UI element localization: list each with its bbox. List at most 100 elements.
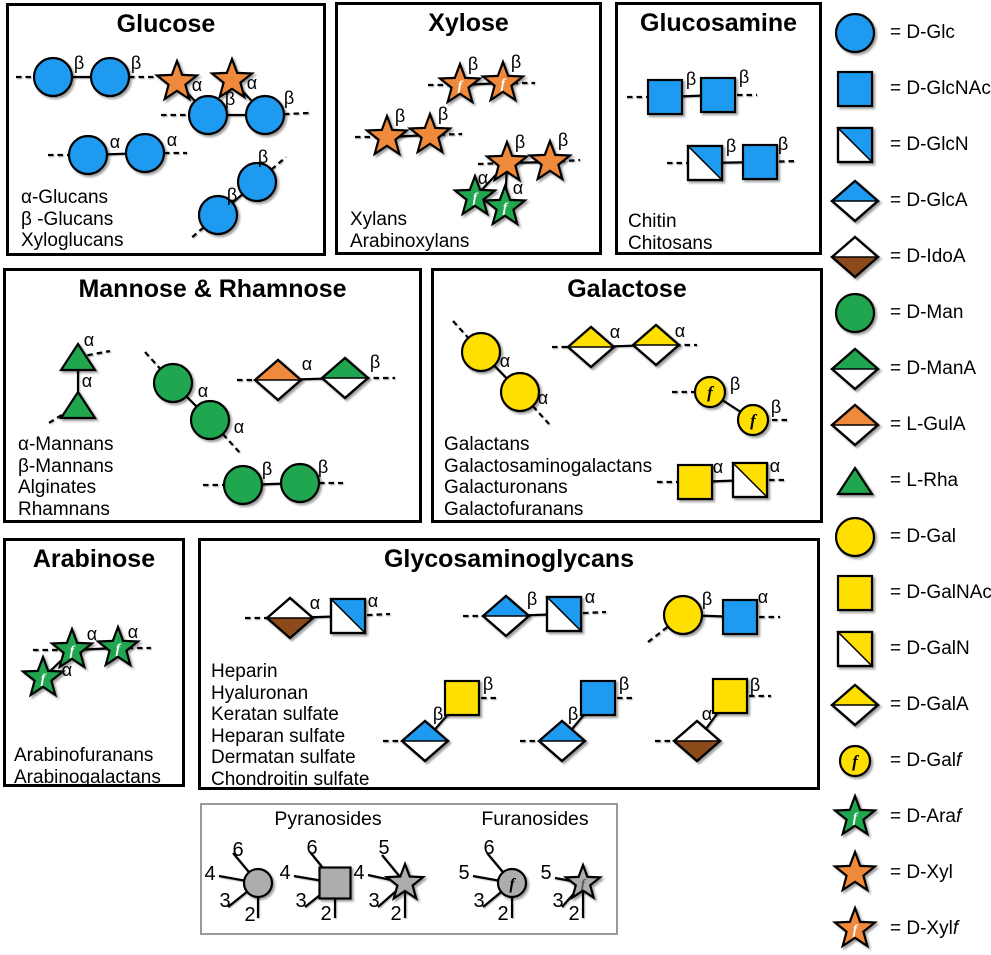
linkage-label: β	[515, 132, 525, 152]
ring-position-number: 5	[458, 862, 469, 884]
linkage-label: β	[750, 675, 760, 695]
panel-ring-key: f f 6 4 3 2 6 4 3 2 5 4 3 2 6 5 3 2 5 3 2 Pyranosides Furanosi…	[200, 803, 618, 935]
ring-position-number: 3	[295, 890, 306, 912]
polysaccharide-name: Xyloglucans	[21, 230, 124, 251]
legend-label-text: = D-GalA	[890, 694, 969, 715]
ring-position-number: 3	[368, 890, 379, 912]
legend-label: = D-Xylf	[890, 918, 958, 940]
legend-item-d-araf: f = D-Araf	[830, 792, 961, 842]
d-glca-symbol	[399, 719, 451, 763]
legend-label: = D-GlcA	[890, 190, 968, 212]
panel-glycosaminoglycans: α α β α β α β β β β α β Glycosaminoglycans Heparin Hya…	[198, 538, 820, 790]
furanose-f-glyph: f	[501, 77, 507, 92]
d-gal-symbol	[834, 516, 876, 558]
legend-label-text: = D-GlcN	[890, 134, 969, 155]
furanose-f-glyph: f	[707, 383, 715, 402]
linkage-label: α	[87, 624, 97, 644]
d-idoa-symbol	[264, 596, 316, 640]
legend-label-f-suffix: f	[956, 750, 962, 771]
furanose-f-glyph: f	[473, 191, 479, 206]
d-araf-symbol: f	[94, 623, 142, 668]
polysaccharide-name: Alginates	[18, 477, 97, 498]
ring-position-number: 3	[219, 890, 230, 912]
furanose-f-glyph: f	[509, 876, 516, 893]
legend-label: = D-IdoA	[890, 246, 966, 268]
d-glc-symbol	[187, 94, 229, 136]
polysaccharide-name: Galactosaminogalactans	[444, 455, 653, 477]
legend-label: = D-Man	[890, 302, 963, 324]
legend-label-f-suffix: f	[956, 806, 962, 827]
chain-dash	[189, 214, 219, 240]
furanose-f-glyph: f	[503, 201, 509, 216]
ring-position-number: 6	[232, 839, 243, 861]
d-man-symbol	[189, 399, 231, 441]
linkage-label: β	[370, 352, 380, 372]
panel-galactose: f f α α α α β β α α Galactose Galactans Galactosamin…	[431, 268, 823, 523]
legend-label-text: = L-Rha	[890, 470, 959, 491]
legend-label-text: = D-ManA	[890, 358, 977, 379]
d-glcnac-symbol	[579, 679, 617, 717]
d-galn-symbol	[731, 461, 769, 499]
ring-position-number: 5	[378, 837, 389, 859]
d-glca-symbol	[829, 179, 881, 223]
legend-label: = D-GalNAc	[890, 582, 991, 604]
legend-label-text: = D-GlcA	[890, 190, 968, 211]
legend-label-text: = D-Gal	[890, 526, 956, 547]
linkage-label: β	[619, 674, 629, 694]
panel-title: Xylose	[428, 9, 509, 37]
legend-label: = D-Xyl	[890, 862, 953, 884]
d-glcnac-symbol	[836, 70, 874, 108]
d-araf-symbol: f	[831, 792, 879, 837]
legend-label: = D-GlcNAc	[890, 78, 991, 100]
d-man-symbol	[834, 292, 876, 334]
pyranose-circle-symbol	[242, 867, 274, 899]
d-idoa-symbol	[829, 235, 881, 279]
polysaccharide-name: Galactofuranans	[444, 498, 584, 520]
linkage-label: α	[610, 322, 620, 342]
legend-item-d-man: = D-Man	[830, 288, 963, 338]
polysaccharide-name: Arabinogalactans	[14, 766, 161, 788]
d-galf-symbol: f	[693, 375, 727, 409]
linkage-label: β	[568, 704, 578, 724]
legend-label: = D-Gal	[890, 526, 956, 548]
d-glc-symbol	[197, 194, 239, 236]
polysaccharide-list: Arabinofuranans Arabinogalactans	[14, 745, 161, 788]
d-gala-symbol	[565, 325, 617, 369]
furanose-f-glyph: f	[853, 923, 859, 938]
legend-item-d-glcnac: = D-GlcNAc	[830, 64, 991, 114]
d-glc-symbol	[32, 56, 74, 98]
linkage-label: β	[225, 89, 235, 109]
linkage-label: α	[770, 456, 780, 476]
furanose-circle-symbol: f	[496, 867, 528, 899]
panel-title: Glycosaminoglycans	[383, 545, 635, 573]
legend-label-text: = D-Gal	[890, 750, 956, 771]
d-mana-symbol	[829, 347, 881, 391]
d-idoa-symbol	[671, 719, 723, 763]
linkage-label: β	[483, 674, 493, 694]
d-glca-symbol	[536, 719, 588, 763]
chain-dash	[519, 391, 550, 425]
ring-position-number: 6	[483, 837, 494, 859]
linkage-label: β	[778, 134, 788, 154]
linkage-label: α	[84, 330, 94, 350]
polysaccharide-list: Chitin Chitosans	[628, 211, 713, 254]
polysaccharide-name: Chondroitin sulfate	[211, 768, 370, 790]
panel-title: Glucosamine	[640, 9, 797, 37]
d-araf-symbol: f	[481, 182, 529, 227]
polysaccharide-name: Heparan sulfate	[211, 725, 346, 747]
linkage-label: α	[702, 704, 712, 724]
linkage-label: α	[82, 371, 92, 391]
d-xylf-symbol: f	[479, 58, 527, 103]
polysaccharide-name: β -Glucans	[21, 208, 114, 230]
d-galn-symbol	[836, 630, 874, 668]
d-glcnac-symbol	[721, 598, 759, 636]
linkage-label: α	[198, 381, 208, 401]
polysaccharide-name: Chitin	[628, 211, 677, 232]
chain-dash	[264, 111, 310, 117]
linkage-label: α	[513, 178, 523, 198]
l-rha-symbol	[58, 389, 98, 420]
polysaccharide-name: α-Mannans	[18, 434, 114, 455]
panel-glucose: β β α α β β α α β β Glucose α-Glucans β -Glucans Xylo…	[6, 3, 326, 256]
legend-label: = D-Araf	[890, 806, 961, 828]
ring-position-number: 2	[390, 903, 401, 925]
